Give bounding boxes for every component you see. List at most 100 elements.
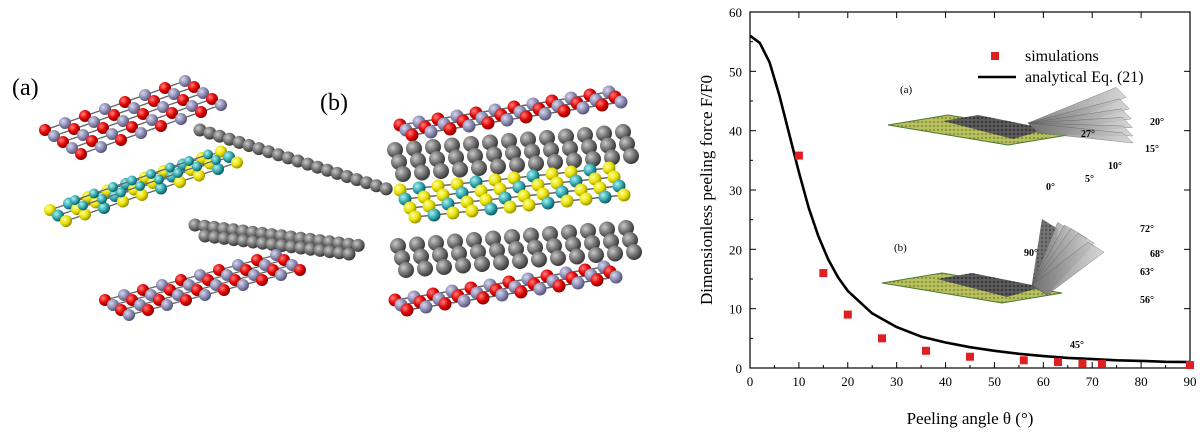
- atom: [77, 129, 89, 141]
- atom: [117, 195, 129, 208]
- atom: [161, 299, 173, 311]
- inset-a-angle-label: 27°: [1081, 129, 1095, 140]
- inset-a-angle-label: 20°: [1150, 117, 1164, 128]
- atom: [484, 202, 498, 216]
- atom: [500, 113, 514, 127]
- atom: [215, 99, 227, 111]
- atom: [457, 294, 471, 308]
- carbon-atom: [493, 254, 509, 271]
- atom: [59, 117, 71, 129]
- y-tick-label: 0: [736, 361, 743, 376]
- carbon-atom: [242, 139, 256, 152]
- carbon-atom: [607, 245, 623, 262]
- chart-marks: [749, 34, 1194, 370]
- atom: [184, 156, 194, 166]
- peeling-force-chart: (a) 27° 20° 15° 10° 5° 0° (b) 72° 68° 63° 90° 56° 45…: [697, 5, 1197, 428]
- peeling-layer: [1031, 241, 1105, 296]
- atom: [97, 194, 107, 204]
- carbon-atom: [433, 163, 449, 179]
- carbon-atom: [255, 226, 269, 240]
- x-tick-label: 30: [890, 374, 903, 389]
- x-tick-label: 10: [792, 374, 805, 389]
- carbon-atom: [217, 222, 231, 236]
- carbon-atom: [236, 224, 250, 238]
- atom: [438, 297, 452, 311]
- carbon-atom: [303, 232, 317, 246]
- carbon-atom: [340, 170, 354, 183]
- scatter-point-simulation: [922, 346, 930, 355]
- plot-frame: [749, 11, 1191, 369]
- atom: [48, 130, 60, 142]
- atom: [142, 304, 154, 316]
- carbon-atom: [342, 247, 356, 261]
- atom: [173, 168, 183, 178]
- carbon-atom: [252, 142, 266, 156]
- atom: [481, 116, 495, 130]
- carbon-atom: [342, 237, 356, 251]
- atom: [197, 87, 209, 99]
- atom: [595, 98, 609, 112]
- y-tick-label: 50: [729, 64, 742, 79]
- carbon-atom: [188, 218, 202, 232]
- inset-b-angle-label: 45°: [1070, 340, 1084, 351]
- carbon-atom: [281, 151, 295, 165]
- carbon-atom: [271, 148, 285, 162]
- carbon-atom: [226, 223, 240, 237]
- carbon-atom: [311, 160, 325, 174]
- carbon-atom: [547, 154, 563, 170]
- atom: [598, 190, 612, 204]
- carbon-atom: [246, 225, 260, 239]
- atom: [294, 264, 306, 276]
- atom: [576, 101, 590, 115]
- atom: [446, 206, 460, 220]
- atom: [79, 110, 91, 122]
- graphene-film: [943, 115, 1048, 139]
- atom: [148, 95, 160, 107]
- atom: [106, 128, 118, 140]
- atom: [231, 156, 243, 169]
- inset-a: (a) 27° 20° 15° 10° 5° 0°: [887, 84, 1164, 193]
- carbon-atom: [304, 242, 318, 256]
- carbon-atom: [452, 161, 468, 178]
- legend-entry: simulations: [1025, 48, 1099, 65]
- atom: [89, 188, 99, 199]
- atom: [135, 181, 145, 191]
- x-tick-label: 90: [1184, 374, 1197, 389]
- atom: [476, 291, 490, 305]
- carbon-atom: [330, 166, 344, 180]
- atom: [108, 109, 120, 121]
- scatter-point-simulation: [1078, 359, 1087, 368]
- inset-label: (b): [894, 242, 907, 254]
- carbon-atom: [332, 246, 346, 260]
- carbon-atom: [198, 219, 212, 233]
- carbon-atom: [414, 164, 430, 181]
- atom: [174, 176, 186, 188]
- carbon-atom: [351, 238, 365, 252]
- atom: [495, 288, 509, 302]
- chart-axes: 0 10 20 30 40 50 60 70 80 90 0 10 20 30 40 50 60 Peeling …: [697, 5, 1197, 428]
- carbon-atom: [291, 154, 305, 168]
- carbon-atom: [350, 173, 364, 187]
- inset-b-angle-label: 63°: [1140, 267, 1154, 278]
- panel-a-label: (a): [12, 75, 39, 101]
- carbon-atom: [395, 166, 411, 182]
- carbon-atom: [455, 257, 471, 274]
- carbon-atom: [569, 248, 585, 265]
- carbon-atom: [222, 132, 236, 146]
- scatter-point-simulation: [966, 352, 974, 361]
- carbon-atom: [323, 245, 337, 259]
- scatter-point-simulation: [1054, 358, 1062, 367]
- inset-a-angle-label: 15°: [1145, 144, 1159, 155]
- atom: [108, 182, 118, 192]
- carbon-atom: [208, 230, 222, 244]
- carbon-atom: [604, 149, 620, 166]
- atom: [206, 93, 218, 105]
- series-line-analytical: [749, 34, 1191, 364]
- atom: [237, 279, 249, 291]
- atom: [211, 155, 221, 165]
- scatter-point-simulation: [819, 269, 828, 278]
- carbon-atom: [213, 129, 227, 143]
- carbon-atom: [294, 231, 308, 245]
- y-tick-label: 30: [729, 183, 742, 198]
